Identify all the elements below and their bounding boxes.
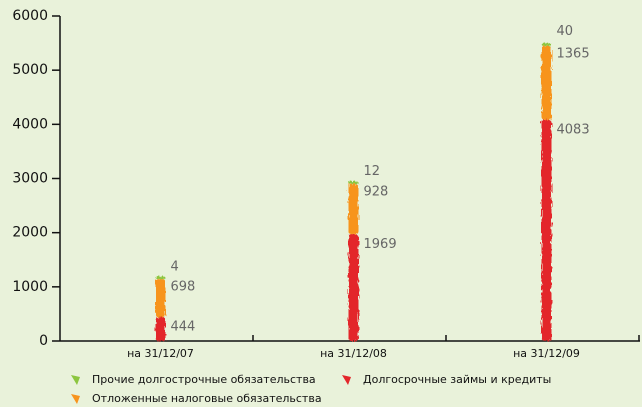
bar-segment [155, 316, 166, 341]
value-label: 4083 [557, 122, 590, 137]
y-tick-label: 3000 [12, 171, 48, 187]
value-label: 40 [557, 24, 574, 39]
y-tick-label: 5000 [12, 62, 48, 78]
legend-swatch [71, 375, 80, 385]
bar-segment [348, 181, 359, 185]
value-label: 12 [364, 164, 381, 179]
x-tick-label: на 31/12/07 [127, 347, 194, 360]
bar-segment [348, 234, 359, 341]
legend-label: Долгосрочные займы и кредиты [363, 373, 551, 386]
x-tick-label: на 31/12/08 [320, 347, 387, 360]
x-tick-label: на 31/12/09 [513, 347, 580, 360]
y-tick-label: 0 [39, 333, 48, 349]
value-label: 928 [364, 185, 389, 200]
bar-segment [348, 184, 359, 235]
y-tick-label: 6000 [12, 8, 48, 24]
value-label: 698 [171, 280, 196, 295]
y-tick-label: 2000 [12, 225, 48, 241]
legend-label: Отложенные налоговые обязательства [92, 392, 322, 405]
bar-segment [155, 276, 166, 280]
value-label: 4 [171, 259, 179, 274]
bar-segment [155, 279, 166, 317]
legend-label: Прочие долгострочные обязательства [92, 373, 316, 386]
value-label: 444 [171, 319, 196, 334]
value-label: 1365 [557, 46, 590, 61]
bar-segment [541, 119, 552, 342]
bar-segment [541, 45, 552, 120]
y-tick-label: 1000 [12, 279, 48, 295]
value-label: 1969 [364, 237, 397, 252]
legend-swatch [342, 375, 351, 385]
y-tick-label: 4000 [12, 116, 48, 132]
legend-swatch [71, 394, 80, 404]
bar-segment [541, 42, 552, 46]
